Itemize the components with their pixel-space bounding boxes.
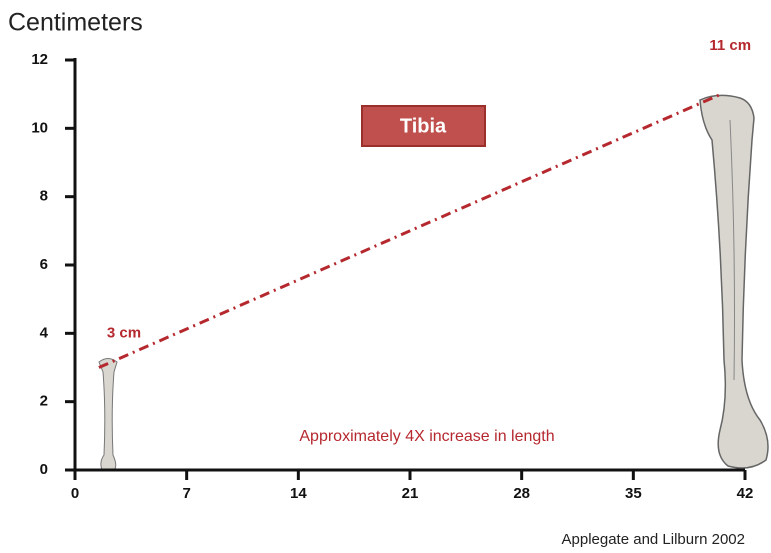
x-tick-label: 35 — [625, 485, 642, 502]
y-tick-label: 10 — [31, 119, 48, 136]
label-box-bg — [361, 105, 486, 147]
y-tick-label: 2 — [40, 393, 48, 410]
trend-line — [98, 92, 722, 369]
x-tick-label: 7 — [182, 485, 190, 502]
bone-detail — [729, 119, 735, 381]
x-tick-label: 0 — [71, 485, 79, 502]
y-tick-label: 8 — [40, 188, 48, 205]
source: Applegate and Lilburn 2002 — [562, 531, 746, 548]
x-tick-label: 21 — [402, 485, 419, 502]
y-tick-label: 4 — [40, 324, 49, 341]
y-axis-label: Centimeters — [8, 9, 143, 37]
x-tick-label: 14 — [290, 485, 307, 502]
label-box-text: Tibia — [400, 115, 447, 137]
x-tick-label: 28 — [513, 485, 530, 502]
value-label: 3 cm — [107, 324, 141, 341]
small-bone — [98, 358, 118, 471]
y-tick-label: 6 — [40, 256, 48, 273]
label-box: Tibia — [361, 105, 486, 147]
y-tick-label: 0 — [40, 461, 48, 478]
x-tick-label: 42 — [737, 485, 754, 502]
value-label: 11 cm — [709, 37, 751, 54]
annotation: Approximately 4X increase in length — [299, 428, 554, 445]
y-tick-label: 12 — [31, 51, 48, 68]
